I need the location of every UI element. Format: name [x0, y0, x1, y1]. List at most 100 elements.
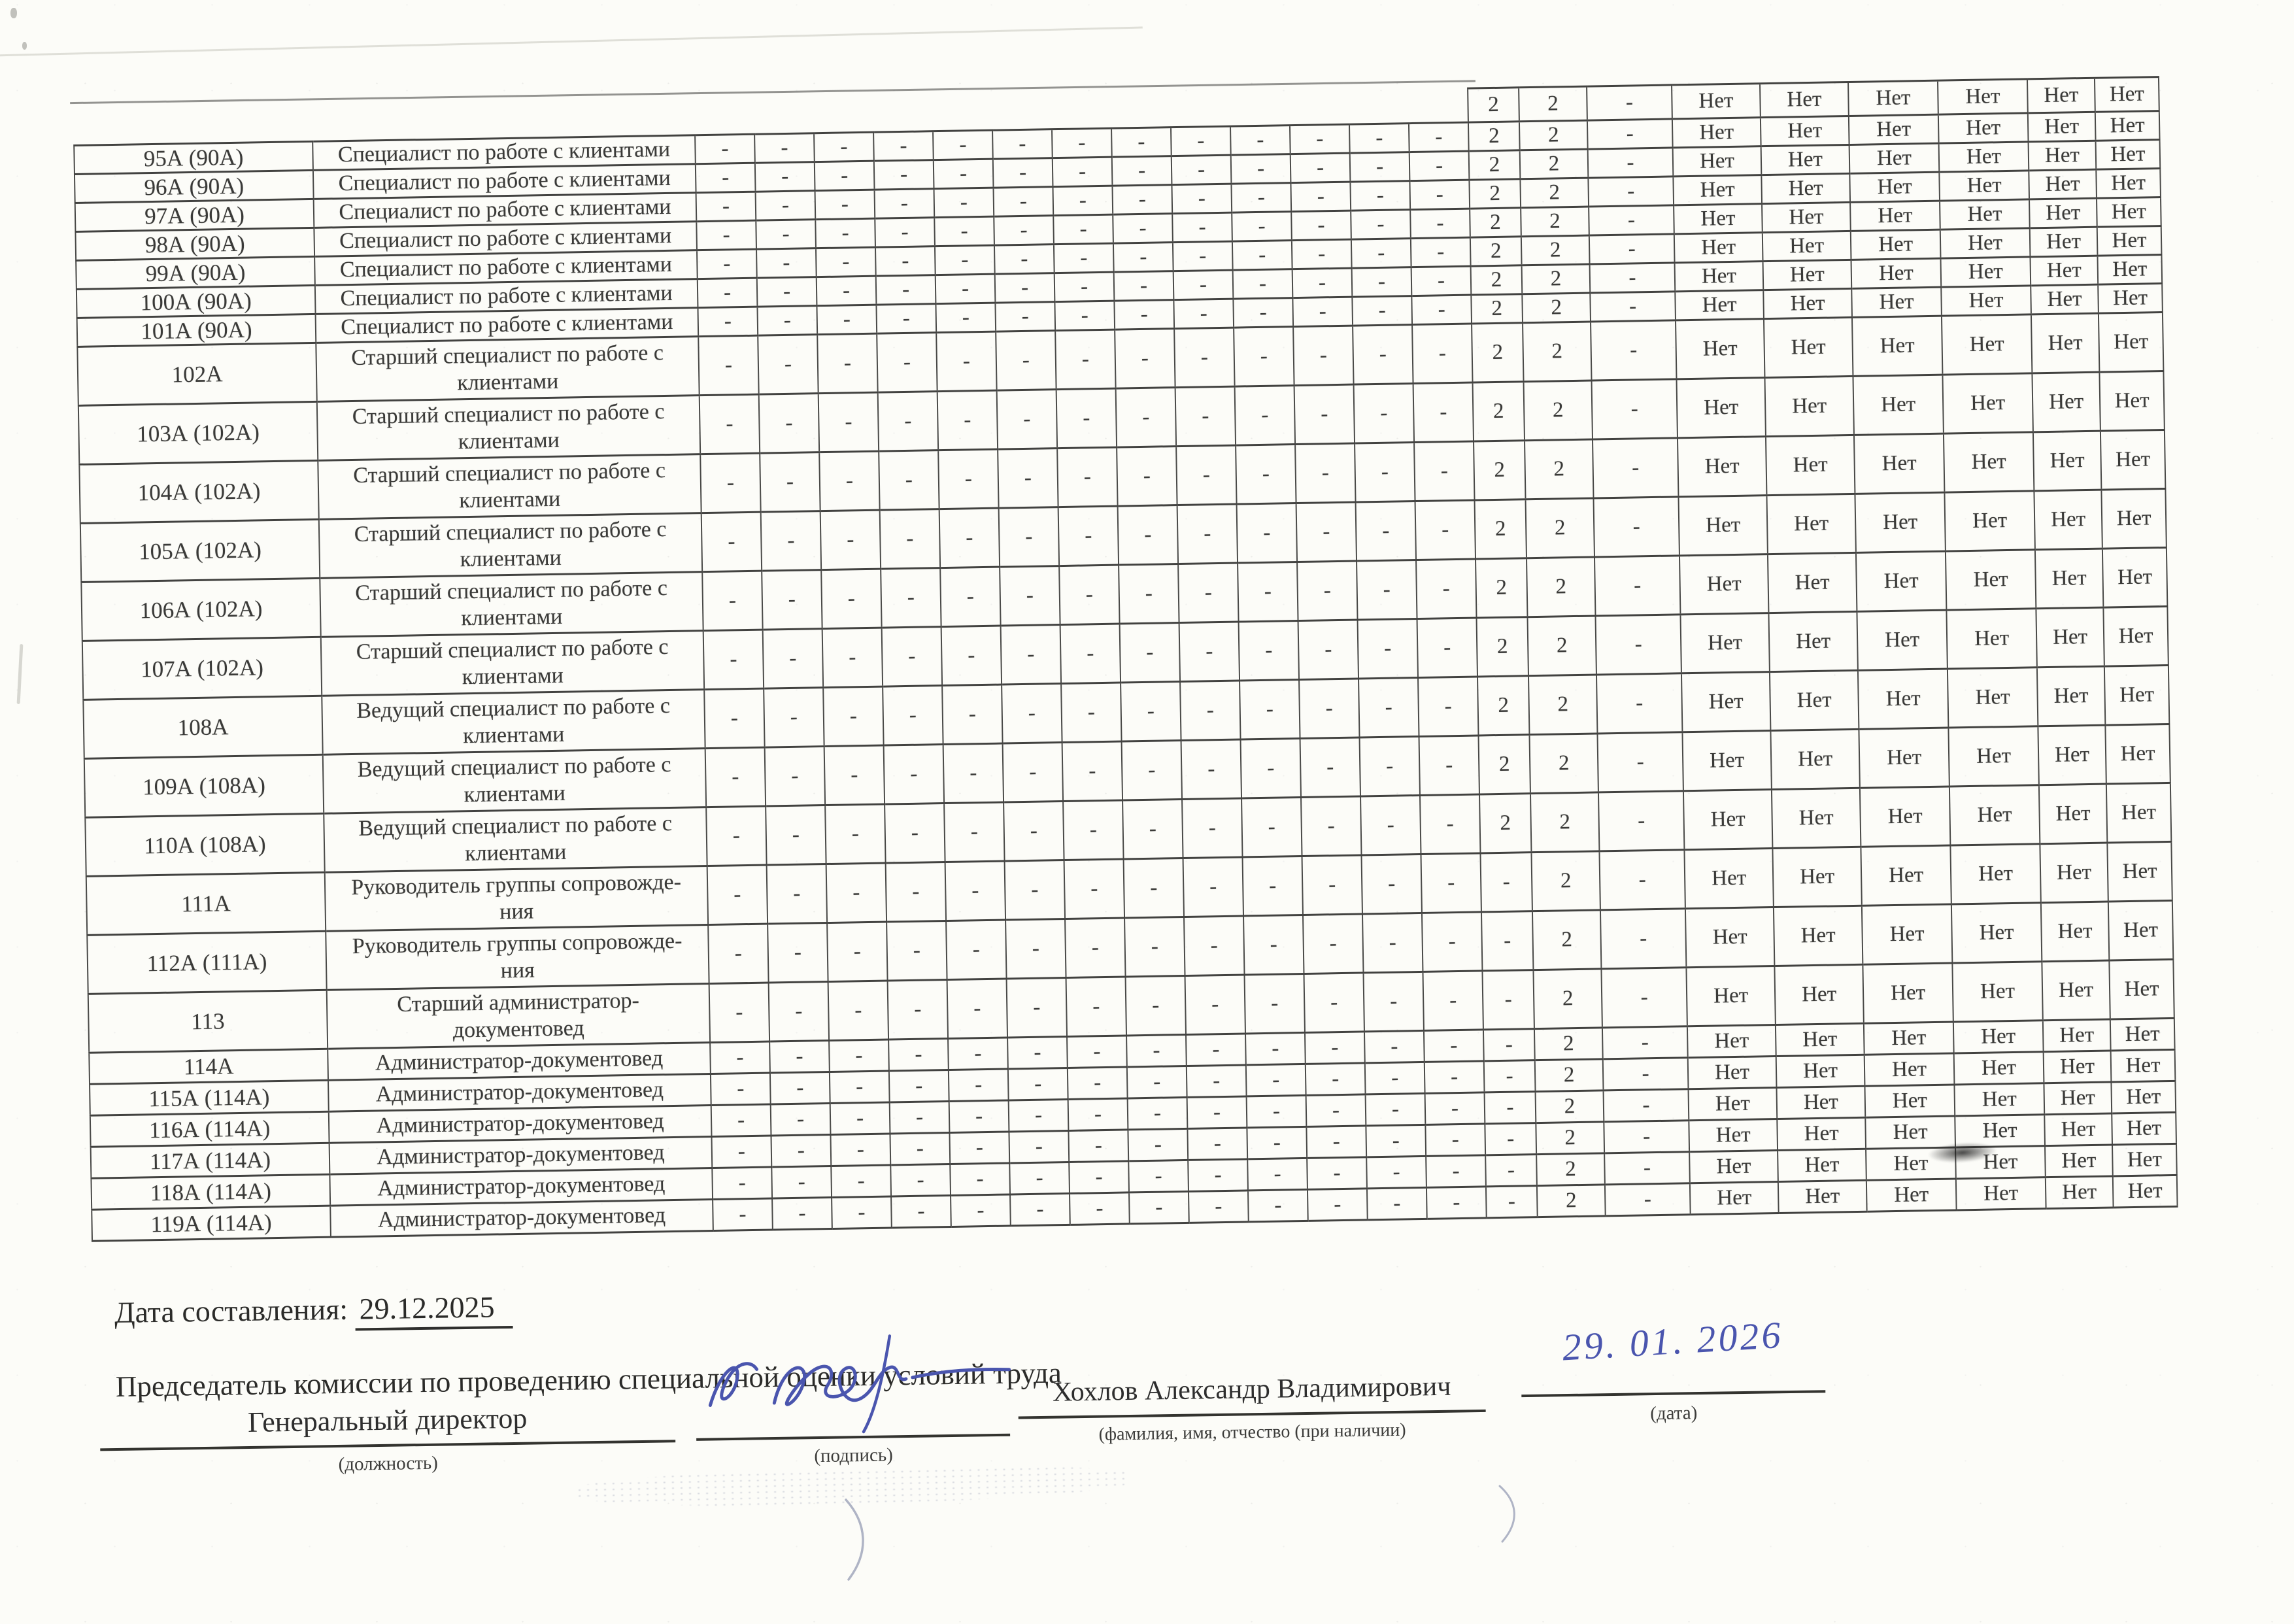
factor-cell: - — [1596, 673, 1683, 734]
guarantee-cell: Нет — [2042, 960, 2110, 1021]
factor-cell: - — [1006, 977, 1068, 1038]
factor-cell: - — [816, 276, 877, 306]
factor-cell: - — [936, 331, 997, 392]
factor-cell: - — [831, 1164, 892, 1198]
factor-cell: - — [698, 335, 759, 396]
guarantee-cell: Нет — [2043, 1051, 2112, 1083]
factor-cell: - — [1238, 620, 1300, 681]
factor-cell: 2 — [1472, 322, 1524, 383]
workplace-number-cell: 114А — [89, 1049, 328, 1085]
factor-cell: 2 — [1478, 734, 1530, 794]
factor-cell: - — [1357, 618, 1419, 679]
factor-cell: - — [1117, 446, 1177, 507]
factor-cell: 2 — [1535, 1090, 1604, 1123]
factor-cell: - — [1366, 1156, 1426, 1189]
factor-cell: - — [885, 803, 945, 864]
factor-cell: - — [1419, 794, 1481, 854]
factor-cell: - — [873, 131, 934, 161]
position-signature-group: Генеральный директор (должность) — [99, 1399, 676, 1486]
factor-cell: - — [1480, 852, 1532, 912]
guarantee-cell: Нет — [2097, 254, 2163, 285]
factor-cell: - — [1421, 911, 1483, 972]
factor-cell: - — [814, 161, 875, 191]
factor-cell: - — [1236, 444, 1296, 505]
factor-cell: - — [1409, 180, 1470, 210]
factor-cell: - — [1365, 1093, 1426, 1126]
factor-cell: - — [827, 922, 888, 982]
factor-cell: - — [1589, 262, 1676, 294]
guarantee-cell: Нет — [1938, 141, 2029, 173]
guarantee-cell: Нет — [2030, 256, 2099, 286]
guarantee-cell: Нет — [1864, 1084, 1955, 1118]
factor-cell: 2 — [1523, 381, 1593, 441]
factor-cell: - — [1292, 268, 1353, 298]
guarantee-cell: Нет — [1849, 143, 1940, 174]
guarantee-cell: Нет — [1687, 1024, 1776, 1058]
factor-cell: - — [757, 305, 818, 336]
factor-cell: - — [1187, 1096, 1247, 1129]
factor-cell: - — [1591, 379, 1678, 440]
guarantee-cell: Нет — [2110, 1049, 2176, 1083]
factor-cell: - — [697, 249, 757, 279]
workplace-number-cell: 100А (90А) — [76, 285, 316, 318]
guarantee-cell: Нет — [1848, 114, 1939, 145]
factor-cell: - — [948, 1068, 1009, 1102]
guarantee-cell: Нет — [1774, 964, 1864, 1025]
guarantee-cell: Нет — [2031, 284, 2099, 314]
guarantee-cell: Нет — [1761, 173, 1851, 204]
factor-cell: - — [1411, 295, 1472, 325]
factor-cell: - — [769, 1072, 830, 1105]
factor-cell: 2 — [1472, 381, 1525, 442]
factor-cell: - — [1307, 1188, 1368, 1221]
factor-cell: - — [1056, 388, 1117, 448]
guarantee-cell: Нет — [1772, 847, 1862, 907]
factor-cell: - — [994, 215, 1054, 246]
job-title-cell: Руководитель группы сопровожде- ния — [326, 924, 709, 990]
guarantee-cell: Нет — [1853, 375, 1944, 435]
factor-cell: - — [949, 1131, 1010, 1164]
factor-cell: - — [949, 1100, 1009, 1133]
factor-cell: - — [890, 1164, 951, 1196]
factor-cell: - — [1068, 1098, 1128, 1131]
guarantee-cell: Нет — [1672, 83, 1761, 119]
position-caption: (должность) — [338, 1452, 439, 1475]
guarantee-cell: Нет — [2038, 784, 2108, 844]
factor-cell: - — [1002, 683, 1062, 744]
factor-cell: - — [1112, 184, 1173, 215]
factor-cell: - — [1242, 856, 1304, 916]
workplace-number-cell: 115А (114А) — [90, 1080, 329, 1116]
guarantee-cell: Нет — [1849, 172, 1940, 203]
guarantee-cell: Нет — [1857, 669, 1949, 730]
factor-cell: - — [1172, 212, 1232, 243]
factor-cell: - — [883, 685, 943, 746]
factor-cell: - — [1114, 299, 1175, 330]
job-title-cell: Ведущий специалист по работе с клиентами — [322, 689, 705, 755]
factor-cell: - — [938, 449, 999, 509]
factor-cell: - — [1410, 237, 1471, 267]
factor-cell: - — [992, 158, 1053, 188]
factor-cell: - — [1366, 1125, 1426, 1157]
factor-cell: - — [1117, 505, 1179, 566]
workplace-number-cell: 108А — [83, 696, 323, 759]
factor-cell: - — [1426, 1155, 1486, 1188]
guarantee-cell: Нет — [1760, 116, 1849, 146]
factor-cell: - — [825, 804, 886, 864]
factor-cell: - — [992, 129, 1053, 160]
factor-cell: - — [1604, 1151, 1690, 1185]
factor-cell: - — [1126, 1034, 1187, 1067]
guarantee-cell: Нет — [1688, 1087, 1778, 1121]
signature-caption: (подпись) — [814, 1444, 893, 1467]
factor-cell: - — [881, 626, 943, 687]
guarantee-cell: Нет — [1676, 318, 1765, 379]
factor-cell: 2 — [1468, 150, 1521, 180]
stray-pen-mark — [845, 1498, 864, 1581]
position-value: Генеральный директор — [247, 1402, 528, 1438]
factor-cell: - — [1355, 501, 1417, 562]
factor-cell: - — [1485, 1185, 1538, 1218]
factor-cell: - — [1127, 1097, 1188, 1130]
factor-cell: - — [1057, 447, 1118, 507]
factor-cell: - — [708, 924, 769, 984]
guarantee-cell: Нет — [2029, 169, 2097, 199]
guarantee-cell: Нет — [2027, 78, 2095, 113]
factor-cell: - — [710, 1073, 771, 1106]
